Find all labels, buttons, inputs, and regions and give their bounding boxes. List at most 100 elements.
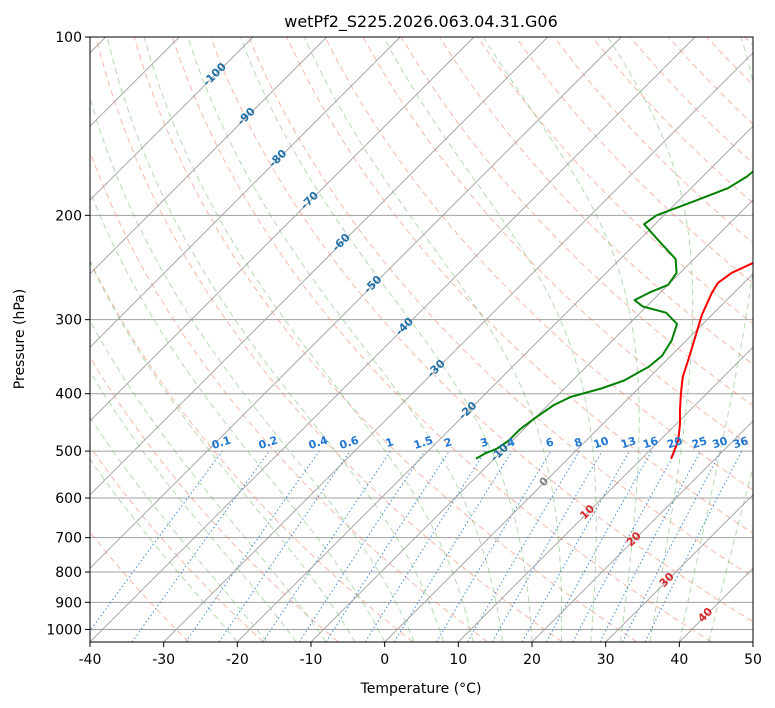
plot-frame bbox=[89, 36, 754, 643]
moist-adiabat-line bbox=[90, 319, 327, 642]
x-tick-label: -30 bbox=[152, 652, 175, 668]
mixing-ratio-label: 6 bbox=[544, 435, 556, 450]
plot-background bbox=[90, 37, 753, 642]
y-axis-label: Pressure (hPa) bbox=[12, 289, 28, 389]
moist-adiabat-line bbox=[607, 37, 694, 642]
mixing-ratio-line bbox=[298, 450, 425, 642]
mixing-ratio-label: 25 bbox=[690, 434, 709, 451]
isotherm-line bbox=[90, 37, 401, 348]
moist-adiabat-line bbox=[90, 189, 386, 642]
dry-adiabat-line bbox=[286, 37, 753, 534]
mixing-ratio-line bbox=[644, 450, 743, 642]
mixing-ratio-label: 10 bbox=[592, 434, 611, 451]
moist-adiabat-line bbox=[106, 37, 445, 642]
moist-adiabat-line bbox=[90, 260, 356, 642]
mixing-ratio-label: 0.6 bbox=[338, 433, 361, 451]
y-tick-label: 600 bbox=[55, 491, 82, 507]
isotherm-line bbox=[457, 346, 753, 642]
y-tick-label: 700 bbox=[55, 531, 82, 547]
temperature-profile-line bbox=[670, 261, 753, 460]
isotherm-line bbox=[90, 37, 622, 569]
moist-adiabat-line bbox=[303, 37, 563, 642]
mixing-ratio-label: 30 bbox=[711, 434, 730, 451]
isotherm-line bbox=[90, 37, 549, 496]
moist-adiabat-line bbox=[187, 37, 503, 642]
x-tick-label: -10 bbox=[300, 652, 323, 668]
y-tick-label: 500 bbox=[55, 444, 82, 460]
mixing-ratio-line bbox=[262, 450, 392, 642]
dewpoint-profile-line bbox=[475, 170, 753, 460]
y-tick-label: 300 bbox=[55, 313, 82, 329]
isotherm-line bbox=[752, 641, 753, 642]
mixing-ratio-label: 1 bbox=[384, 435, 395, 450]
mixing-ratio-lines bbox=[90, 450, 743, 642]
x-tick-label: 40 bbox=[670, 652, 688, 668]
dry-adiabat-line bbox=[90, 259, 414, 642]
mixing-ratio-label: 0.2 bbox=[257, 434, 280, 452]
dry-adiabat-line bbox=[515, 37, 753, 284]
moist-adiabat-line bbox=[482, 37, 640, 642]
line-labels: 0.1 0.2 0.4 0.6 1 1.5 2 3 4 6 8 10 13 16 20 25 30 36-100-… bbox=[200, 60, 750, 625]
moist-adiabat-line bbox=[90, 416, 268, 642]
dry-adiabat-line bbox=[171, 37, 712, 642]
profile-series bbox=[475, 170, 753, 460]
mixing-ratio-label: 4 bbox=[505, 435, 517, 450]
isotherm-line bbox=[605, 494, 753, 642]
moist-adiabat-line bbox=[90, 458, 238, 642]
mixing-ratio-label: 16 bbox=[641, 434, 660, 451]
x-tick-label: 50 bbox=[744, 652, 762, 668]
mixing-ratio-label: 1.5 bbox=[412, 434, 435, 452]
isotherm-line bbox=[384, 273, 753, 642]
x-axis-label: Temperature (°C) bbox=[360, 681, 482, 697]
grid-layer bbox=[90, 37, 753, 630]
x-tick-label: 10 bbox=[449, 652, 467, 668]
y-tick-label: 800 bbox=[55, 565, 82, 581]
moist-adiabat-line bbox=[90, 370, 297, 642]
x-tick-label: 0 bbox=[380, 652, 389, 668]
y-tick-label: 900 bbox=[55, 595, 82, 611]
mixing-ratio-line bbox=[545, 450, 653, 642]
y-tick-label: 1000 bbox=[46, 622, 82, 638]
x-tick-label: -20 bbox=[226, 652, 249, 668]
x-tick-label: 30 bbox=[597, 652, 615, 668]
mixing-ratio-line bbox=[185, 450, 320, 642]
mixing-ratio-label: 3 bbox=[479, 435, 490, 450]
isotherm-line bbox=[163, 52, 753, 642]
dry-adiabat-line bbox=[324, 37, 753, 491]
isotherm-line bbox=[90, 37, 696, 642]
y-tick-label: 400 bbox=[55, 387, 82, 403]
isotherm-line bbox=[90, 37, 328, 275]
moist-adiabat-line bbox=[239, 37, 533, 642]
mixing-ratio-label: 13 bbox=[619, 434, 638, 451]
mixing-ratio-label: 36 bbox=[731, 434, 750, 451]
moist-adiabat-line bbox=[383, 37, 597, 642]
moist-adiabat-line bbox=[143, 37, 474, 642]
dry-adiabat-line bbox=[90, 445, 264, 642]
moist-adiabat-line bbox=[678, 37, 753, 642]
mixing-ratio-line bbox=[131, 450, 270, 642]
isotherm-line bbox=[90, 37, 475, 422]
mixing-ratio-line bbox=[393, 450, 513, 642]
isotherm-lines bbox=[90, 37, 753, 642]
x-tick-label: -40 bbox=[79, 652, 102, 668]
isotherm-line bbox=[90, 37, 254, 201]
chart-title: wetPf2_S225.2026.063.04.31.G06 bbox=[284, 12, 558, 32]
mixing-ratio-label: 20 bbox=[665, 434, 684, 451]
mixing-ratio-line bbox=[325, 450, 450, 642]
dry-adiabat-line bbox=[95, 37, 563, 642]
mixing-ratio-line bbox=[90, 450, 223, 632]
y-axis-ticks: 100 200 300 400 500 600 700 800 900 1000 bbox=[46, 30, 90, 638]
moist-adiabats bbox=[90, 37, 753, 642]
isotherm-line bbox=[310, 199, 753, 642]
y-tick-label: 200 bbox=[55, 208, 82, 224]
mixing-ratio-label: 0.4 bbox=[307, 433, 330, 451]
isotherm-line bbox=[236, 125, 753, 642]
dry-adiabat-line bbox=[248, 37, 753, 578]
mixing-ratio-line bbox=[218, 450, 351, 642]
dry-adiabat-line bbox=[133, 37, 638, 642]
mixing-ratio-line bbox=[521, 450, 630, 642]
dry-adiabats bbox=[90, 37, 753, 642]
mixing-ratio-label: 2 bbox=[442, 435, 453, 450]
moist-adiabat-line bbox=[708, 466, 753, 642]
